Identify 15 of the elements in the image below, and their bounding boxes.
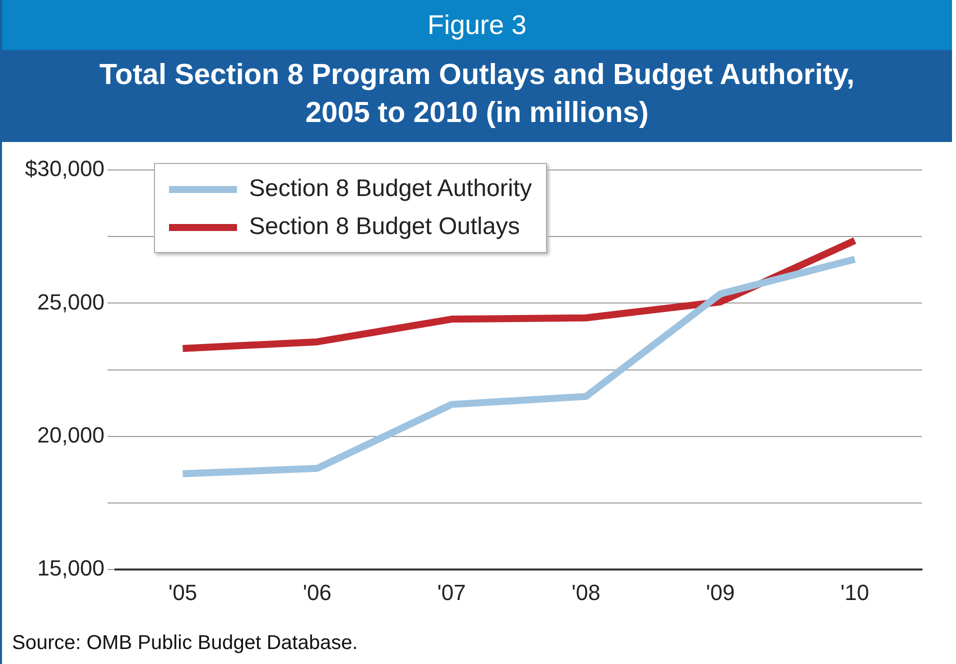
- y-tick-label: 20,000: [37, 422, 105, 448]
- y-tick-label: 25,000: [37, 289, 105, 314]
- x-tick-label: '06: [302, 580, 332, 605]
- chart-title: Total Section 8 Program Outlays and Budget Authority, 2005 to 2010 (in millions): [2, 50, 952, 142]
- source-note: Source: OMB Public Budget Database.: [12, 632, 358, 655]
- legend-label: Section 8 Budget Authority: [249, 175, 532, 202]
- x-tick-label: '07: [437, 580, 466, 605]
- y-tick-label: $30,000: [24, 156, 105, 182]
- x-tick-label: '09: [706, 580, 735, 605]
- x-tick-label: '05: [168, 580, 198, 605]
- y-tick-label: 15,000: [37, 556, 105, 581]
- legend-label: Section 8 Budget Outlays: [249, 213, 520, 240]
- chart-subtitle: Figure 3: [2, 0, 952, 50]
- x-tick-label: '08: [572, 580, 600, 605]
- x-tick-label: '10: [840, 580, 870, 605]
